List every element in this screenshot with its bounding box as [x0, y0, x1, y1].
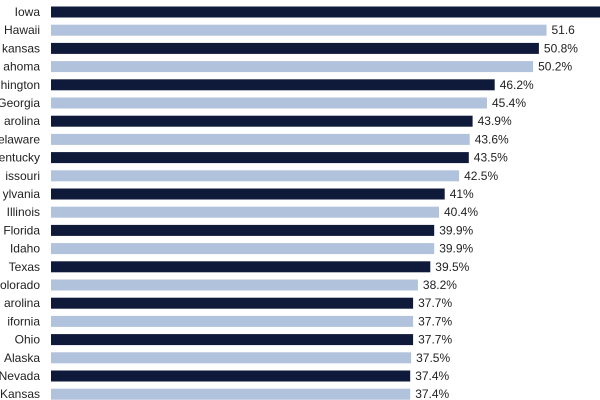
- value-label: 39.9%: [439, 223, 473, 237]
- bar: [51, 352, 412, 364]
- category-label: Texas: [9, 260, 40, 274]
- value-label: 37.5%: [416, 351, 450, 365]
- bar: [51, 224, 435, 236]
- category-label: elaware: [0, 132, 40, 146]
- value-label: 43.6%: [475, 132, 509, 146]
- bar: [51, 388, 411, 400]
- bar: [51, 24, 547, 36]
- category-label: Iowa: [15, 5, 41, 19]
- value-label: 50.2%: [538, 60, 572, 74]
- value-label: 39.5%: [435, 260, 469, 274]
- value-label: 43.5%: [474, 151, 508, 165]
- category-label: issouri: [5, 169, 40, 183]
- category-label: Georgia: [0, 96, 40, 110]
- category-label: olorado: [0, 278, 40, 292]
- bar: [51, 243, 435, 255]
- category-label: entucky: [0, 151, 40, 165]
- value-label: 46.2%: [500, 78, 534, 92]
- value-label: 37.4%: [415, 387, 449, 400]
- value-label: 45.4%: [492, 96, 526, 110]
- category-label: Florida: [3, 223, 40, 237]
- bar: [51, 61, 534, 73]
- category-label: kansas: [2, 41, 40, 55]
- category-label: ylvania: [3, 187, 41, 201]
- category-label: arolina: [4, 114, 40, 128]
- category-label: Kansas: [0, 387, 40, 400]
- category-label: hington: [1, 78, 40, 92]
- bar: [51, 6, 600, 18]
- bar: [51, 152, 469, 164]
- bar: [51, 97, 487, 109]
- value-label: 40.4%: [444, 205, 478, 219]
- bar: [51, 315, 414, 327]
- category-label: Idaho: [10, 242, 40, 256]
- value-label: 37.7%: [418, 314, 452, 328]
- bar: [51, 42, 539, 54]
- category-label: Hawaii: [4, 23, 40, 37]
- category-label: Alaska: [4, 351, 40, 365]
- bar: [51, 297, 414, 309]
- category-label: Illinois: [7, 205, 40, 219]
- value-label: 42.5%: [464, 169, 498, 183]
- value-label: 51.6: [552, 23, 576, 37]
- value-label: 37.4%: [415, 369, 449, 383]
- bar: [51, 279, 418, 291]
- bar: [51, 188, 445, 200]
- category-label: arolina: [4, 296, 40, 310]
- category-label: ifornia: [7, 314, 40, 328]
- value-label: 39.9%: [439, 242, 473, 256]
- value-label: 41%: [450, 187, 474, 201]
- bar: [51, 133, 470, 145]
- bar: [51, 170, 460, 182]
- value-label: 37.7%: [418, 296, 452, 310]
- value-label: 37.7%: [418, 333, 452, 347]
- category-label: Ohio: [15, 333, 41, 347]
- bar: [51, 370, 411, 382]
- category-label: Nevada: [0, 369, 40, 383]
- value-label: 50.8%: [544, 41, 578, 55]
- bar: [51, 261, 431, 273]
- bar: [51, 115, 473, 127]
- value-label: 43.9%: [478, 114, 512, 128]
- bar: [51, 79, 495, 91]
- value-label: 38.2%: [423, 278, 457, 292]
- bar: [51, 206, 439, 218]
- bar: [51, 334, 414, 346]
- category-label: ahoma: [3, 60, 40, 74]
